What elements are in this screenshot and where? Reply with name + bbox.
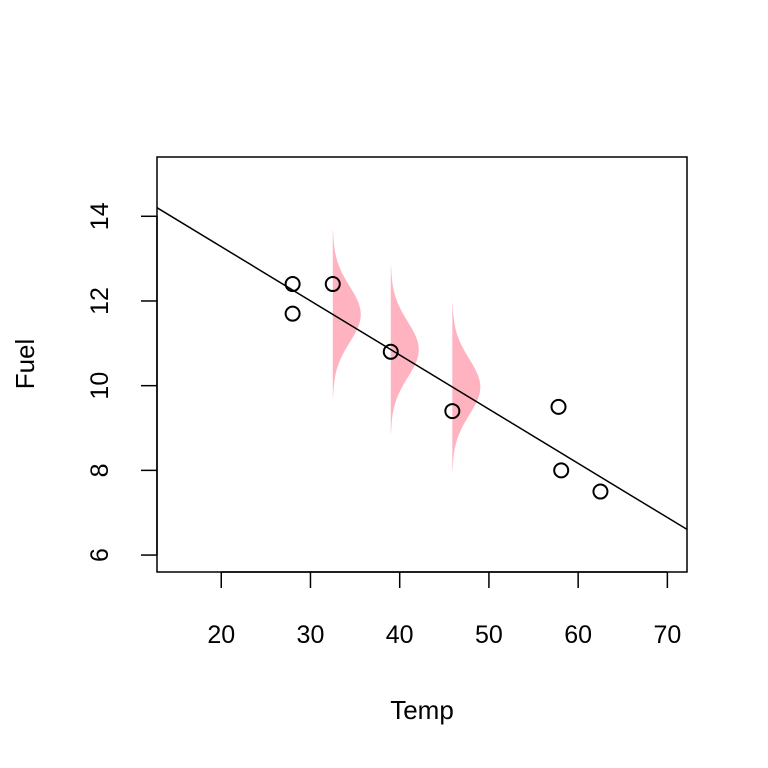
y-tick-label: 8: [86, 463, 114, 477]
regression-line-layer: [156, 207, 688, 531]
points-layer: [284, 276, 609, 500]
x-tick-label: 60: [564, 621, 592, 649]
data-point-1: [284, 276, 301, 293]
error-density-3: [452, 303, 481, 471]
x-tick-label: 40: [386, 621, 414, 649]
y-tick-label: 10: [86, 372, 114, 400]
error-density-1: [332, 230, 361, 399]
x-axis-title: Temp: [390, 695, 454, 725]
x-tick-label: 70: [653, 621, 681, 649]
density-layer: [332, 230, 481, 471]
data-point-8: [592, 483, 609, 500]
x-tick-label: 30: [297, 621, 325, 649]
y-tick-label: 14: [86, 202, 114, 230]
plot-frame: [156, 156, 688, 573]
y-axis-title: Fuel: [10, 339, 40, 390]
data-point-5: [444, 403, 461, 420]
x-axis: 20 30 40 50 60 70: [207, 571, 681, 649]
error-density-2: [390, 265, 419, 434]
x-tick-label: 20: [207, 621, 235, 649]
y-axis: 6 8 10 12 14: [86, 202, 158, 562]
data-point-4: [382, 343, 399, 360]
data-point-6: [550, 398, 567, 415]
data-point-3: [324, 276, 341, 293]
y-tick-label: 12: [86, 287, 114, 315]
y-tick-label: 6: [86, 548, 114, 562]
regression-line: [156, 207, 688, 531]
data-point-2: [284, 305, 301, 322]
x-tick-label: 50: [475, 621, 503, 649]
data-point-7: [553, 462, 570, 479]
